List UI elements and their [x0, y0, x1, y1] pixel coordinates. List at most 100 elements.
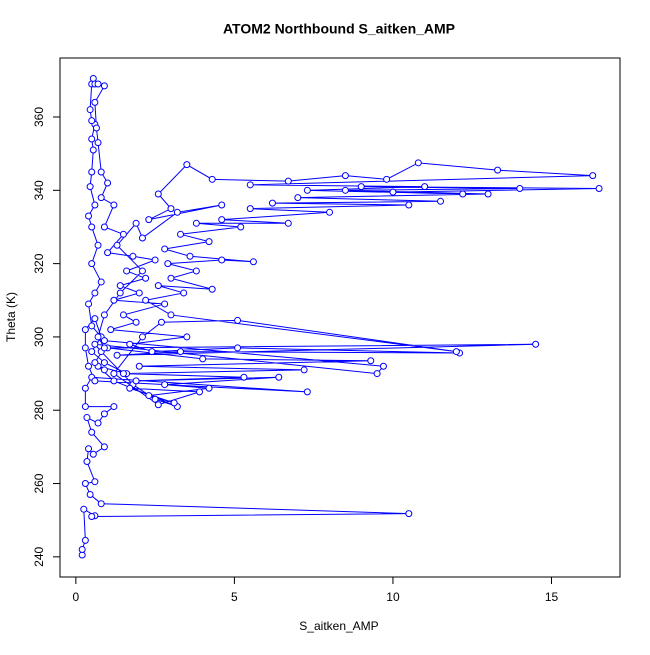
x-axis-label: S_aitken_AMP: [299, 619, 378, 633]
data-point: [145, 216, 153, 224]
data-point: [132, 219, 140, 227]
data-point: [199, 355, 207, 363]
data-point: [81, 480, 89, 488]
data-point: [151, 395, 159, 403]
data-point: [357, 183, 365, 191]
data-point: [383, 175, 391, 183]
data-point: [88, 260, 96, 268]
data-point: [119, 230, 127, 238]
data-point: [176, 348, 184, 356]
data-point: [97, 500, 105, 508]
data-point: [81, 384, 89, 392]
data-point: [437, 197, 445, 205]
data-point: [142, 296, 150, 304]
data-point: [138, 333, 146, 341]
data-point: [110, 377, 118, 385]
data-point: [88, 168, 96, 176]
data-point: [94, 80, 102, 88]
data-point: [132, 377, 140, 385]
data-point: [284, 219, 292, 227]
data-point: [78, 546, 86, 554]
y-tick-label: 240: [32, 547, 46, 567]
data-point: [218, 201, 226, 209]
data-point: [494, 166, 502, 174]
data-point: [170, 399, 178, 407]
data-point: [85, 445, 93, 453]
data-point: [341, 172, 349, 180]
data-point: [119, 370, 127, 378]
data-point: [91, 478, 99, 486]
data-point: [167, 311, 175, 319]
data-point: [326, 208, 334, 216]
data-point: [192, 267, 200, 275]
data-point: [161, 300, 169, 308]
data-point: [94, 139, 102, 147]
data-point: [341, 186, 349, 194]
data-point: [516, 184, 524, 192]
data-point: [126, 384, 134, 392]
data-point: [532, 340, 540, 348]
data-point: [284, 177, 292, 185]
data-point: [234, 316, 242, 324]
data-point: [89, 450, 97, 458]
data-point: [83, 458, 91, 466]
data-point: [91, 359, 99, 367]
y-tick-label: 280: [32, 400, 46, 420]
data-point: [100, 223, 108, 231]
data-point: [88, 117, 96, 125]
data-point: [300, 366, 308, 374]
data-point: [237, 223, 245, 231]
data-point: [110, 370, 118, 378]
data-point: [138, 267, 146, 275]
data-point: [157, 318, 165, 326]
data-point: [92, 124, 100, 132]
data-point: [205, 384, 213, 392]
data-point: [484, 190, 492, 198]
data-point: [218, 256, 226, 264]
data-point: [104, 179, 112, 187]
data-point: [240, 373, 248, 381]
y-tick-label: 260: [32, 473, 46, 493]
data-point: [595, 184, 603, 192]
data-point: [303, 186, 311, 194]
data-point: [167, 274, 175, 282]
data-point: [452, 348, 460, 356]
data-point: [86, 491, 94, 499]
data-point: [142, 274, 150, 282]
data-point: [104, 249, 112, 257]
data-point: [268, 199, 276, 207]
data-point: [100, 344, 108, 352]
data-point: [294, 194, 302, 202]
x-tick-label: 10: [386, 590, 400, 604]
data-point: [135, 289, 143, 297]
data-point: [389, 188, 397, 196]
data-point: [205, 238, 213, 246]
data-point: [85, 212, 93, 220]
x-tick-label: 0: [73, 590, 80, 604]
data-point: [100, 337, 108, 345]
data-point: [100, 359, 108, 367]
data-point: [97, 278, 105, 286]
x-tick-label: 5: [231, 590, 238, 604]
data-point: [192, 219, 200, 227]
data-point: [180, 289, 188, 297]
data-point: [110, 201, 118, 209]
data-point: [86, 183, 94, 191]
data-point: [97, 168, 105, 176]
data-point: [373, 370, 381, 378]
data-point: [123, 267, 131, 275]
data-point: [113, 351, 121, 359]
data-point: [100, 82, 108, 90]
data-point: [91, 315, 99, 323]
x-tick-label: 15: [545, 590, 559, 604]
data-point: [459, 190, 467, 198]
data-point: [81, 536, 89, 544]
data-point: [81, 344, 89, 352]
data-point: [80, 505, 88, 513]
data-point: [405, 510, 413, 518]
data-point: [85, 362, 93, 370]
y-tick-label: 340: [32, 180, 46, 200]
data-point: [196, 388, 204, 396]
data-point: [88, 348, 96, 356]
